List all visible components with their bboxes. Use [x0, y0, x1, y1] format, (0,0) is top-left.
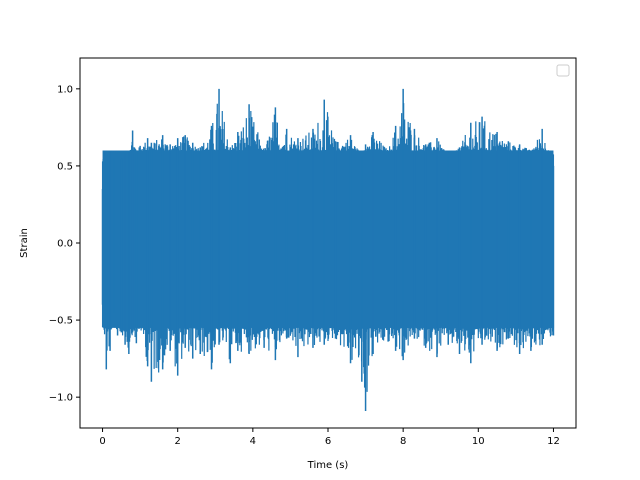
- y-tick-label: 0.0: [57, 239, 73, 250]
- y-tick-label: −1.0: [49, 393, 73, 404]
- x-axis-label: Time (s): [307, 460, 349, 471]
- legend-box: [556, 64, 570, 77]
- y-tick-label: −0.5: [49, 316, 73, 327]
- y-tick-label: 0.5: [57, 161, 73, 172]
- axes-frame: [79, 57, 577, 429]
- x-tick-label: 2: [175, 436, 181, 447]
- x-tick-label: 4: [250, 436, 256, 447]
- x-tick-label: 10: [472, 436, 485, 447]
- y-axis-label: Strain: [19, 228, 30, 258]
- x-tick-label: 12: [547, 436, 560, 447]
- plot-area: [101, 88, 555, 412]
- x-tick-label: 8: [400, 436, 406, 447]
- y-tick-label: 1.0: [57, 84, 73, 95]
- x-tick-label: 0: [99, 436, 105, 447]
- x-tick-label: 6: [325, 436, 331, 447]
- ticks: 0 2 4 6 8 10 12 −1.0 −0.5 0.0 0.5 1.0: [49, 84, 560, 447]
